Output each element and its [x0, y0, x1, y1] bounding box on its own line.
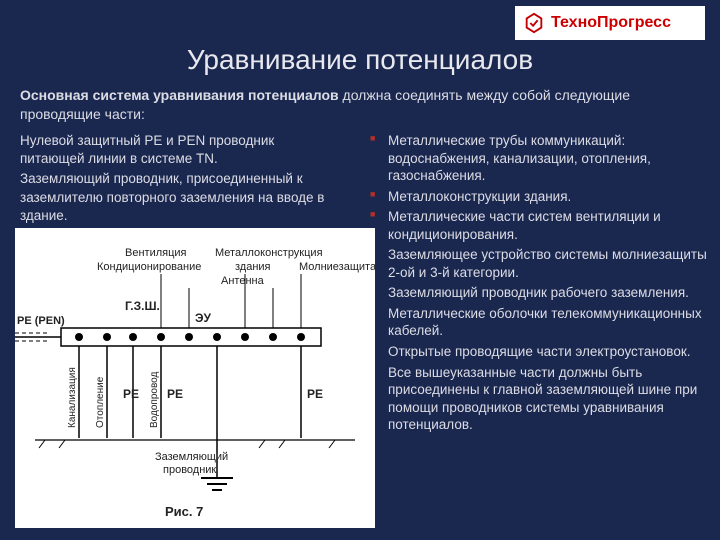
label-gzsh: Г.З.Ш.: [125, 299, 160, 313]
left-p1: Нулевой защитный PE и PEN проводник пита…: [20, 132, 340, 168]
label-pe1: PE: [123, 387, 139, 401]
logo-text: ТехноПрогресс: [551, 14, 671, 32]
bus-node: [269, 333, 277, 341]
label-metal1: Металлоконструкция: [215, 247, 323, 259]
list-item: Заземляющее устройство системы молниезащ…: [370, 246, 710, 281]
intro-text: Основная система уравнивания потенциалов…: [20, 86, 700, 124]
label-vodo: Водопровод: [149, 372, 160, 428]
right-column: Металлические трубы коммуникаций: водосн…: [370, 132, 710, 437]
label-metal2: здания: [235, 261, 271, 273]
label-kanal: Канализация: [67, 367, 78, 428]
logo-icon: [523, 12, 545, 34]
label-cond: Кондиционирование: [97, 261, 201, 273]
bus-node: [129, 333, 137, 341]
list-item: Металлические части систем вентиляции и …: [370, 208, 710, 243]
label-pepen: PE (PEN): [17, 315, 65, 327]
left-p2: Заземляющий проводник, присоединенный к …: [20, 170, 340, 225]
list-item: Все вышеуказанные части должны быть прис…: [370, 364, 710, 434]
slide-title: Уравнивание потенциалов: [0, 44, 720, 76]
bus-node: [157, 333, 165, 341]
label-vent: Вентиляция: [125, 247, 187, 259]
list-item: Металлические трубы коммуникаций: водосн…: [370, 132, 710, 185]
bus-node: [241, 333, 249, 341]
diagram-svg: Вентиляция Кондиционирование Металлоконс…: [15, 228, 375, 528]
bus-node: [103, 333, 111, 341]
label-antenna: Антенна: [221, 275, 265, 287]
diagram-figure: Вентиляция Кондиционирование Металлоконс…: [15, 228, 375, 528]
list-item: Металлические оболочки телекоммуникацион…: [370, 305, 710, 340]
label-pe2: PE: [167, 387, 183, 401]
list-item: Заземляющий проводник рабочего заземлени…: [370, 284, 710, 302]
list-item: Металлоконструкции здания.: [370, 188, 710, 206]
label-zaz2: проводник: [163, 464, 216, 476]
left-column: Нулевой защитный PE и PEN проводник пита…: [20, 132, 340, 227]
bus-node: [297, 333, 305, 341]
bullet-list: Металлические трубы коммуникаций: водосн…: [370, 132, 710, 434]
intro-bold: Основная система уравнивания потенциалов: [20, 87, 339, 103]
figure-caption: Рис. 7: [165, 504, 203, 519]
label-pe3: PE: [307, 387, 323, 401]
label-zaz1: Заземляющий: [155, 451, 228, 463]
label-otopl: Отопление: [95, 376, 106, 428]
list-item: Открытые проводящие части электроустанов…: [370, 343, 710, 361]
label-lightning: Молниезащита: [299, 261, 375, 273]
bus-node: [75, 333, 83, 341]
logo: ТехноПрогресс: [515, 6, 705, 40]
label-eu: ЭУ: [195, 311, 212, 325]
bus-node: [185, 333, 193, 341]
bus-node: [213, 333, 221, 341]
